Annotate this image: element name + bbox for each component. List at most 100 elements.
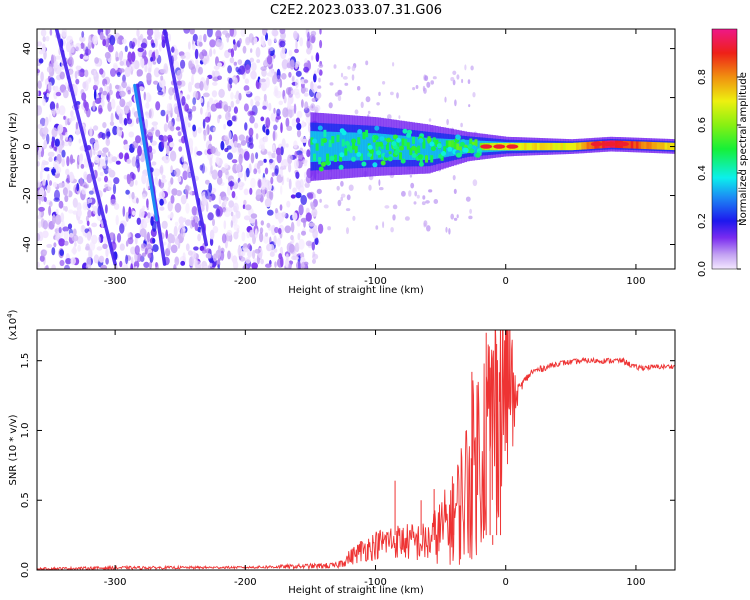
spectrogram-signal-cell	[406, 142, 410, 150]
spectrogram-noise-cell	[147, 253, 152, 259]
spectrogram-noise-cell	[73, 84, 78, 95]
spectrogram-noise-cell	[64, 206, 68, 212]
spectrogram-signal-blob	[394, 150, 400, 156]
spectrogram-noise-cell	[187, 122, 191, 128]
spectrogram-noise-cell	[131, 191, 135, 200]
spectrogram-noise-cell	[315, 92, 322, 99]
spectrogram-noise-cell	[174, 48, 179, 56]
spectrogram-signal-blob	[456, 152, 462, 158]
spectrogram-noise-cell	[243, 247, 249, 253]
spectrogram-noise-cell	[42, 230, 49, 239]
spectrogram-y-tick-label: -20	[22, 187, 33, 203]
spectrogram-noise-cell	[250, 216, 256, 226]
spectrogram-noise-cell	[223, 199, 228, 205]
spectrogram-signal-cell	[432, 137, 436, 145]
spectrogram-band-cell	[388, 134, 392, 160]
snr-y-tick-label: 0.0	[20, 562, 31, 578]
spectrogram-noise-cell	[231, 191, 236, 199]
spectrogram-noise-cell	[79, 53, 84, 60]
spectrogram-peak	[590, 141, 603, 147]
spectrogram-noise-cell	[265, 232, 268, 237]
spectrogram-noise-cell	[227, 130, 232, 141]
spectrogram-noise-cell	[351, 74, 355, 81]
spectrogram-noise-cell	[170, 177, 174, 185]
spectrogram-noise-cell	[136, 69, 143, 77]
snr-y-tick-label: 1.0	[20, 423, 31, 439]
spectrogram-noise-cell	[169, 141, 175, 148]
spectrogram-noise-cell	[210, 146, 216, 154]
spectrogram-noise-cell	[153, 80, 159, 85]
spectrogram-noise-cell	[305, 87, 308, 93]
spectrogram-signal-cell	[547, 142, 551, 151]
spectrogram-noise-cell	[88, 35, 92, 46]
spectrogram-noise-cell	[281, 211, 287, 218]
spectrogram-noise-cell	[292, 187, 297, 194]
spectrogram-noise-cell	[192, 105, 197, 112]
spectrogram-noise-cell	[77, 68, 81, 77]
spectrogram-noise-cell	[171, 46, 175, 53]
spectrogram-noise-cell	[274, 261, 277, 268]
spectrogram-noise-cell	[242, 45, 247, 54]
spectrogram-noise-cell	[167, 33, 172, 43]
spectrogram-signal-cell	[357, 137, 361, 145]
spectrogram-noise-cell	[64, 195, 69, 203]
spectrogram-noise-cell	[300, 217, 308, 223]
spectrogram-noise-cell	[301, 120, 305, 128]
spectrogram-signal-cell	[630, 141, 634, 149]
spectrogram-noise-cell	[47, 151, 55, 157]
spectrogram-noise-cell	[146, 29, 154, 37]
spectrogram-noise-cell	[342, 76, 348, 80]
spectrogram-signal-blob	[329, 155, 335, 161]
spectrogram-noise-cell	[296, 261, 302, 269]
spectrogram-noise-cell	[311, 35, 316, 44]
spectrogram-noise-cell	[261, 68, 267, 77]
spectrogram-band-cell	[326, 131, 330, 162]
spectrogram-signal-cell	[445, 140, 449, 148]
spectrogram-noise-cell	[367, 110, 371, 115]
spectrogram-signal-blob	[463, 147, 469, 153]
spectrogram-noise-cell	[382, 221, 385, 229]
spectrogram-band-cell	[344, 132, 348, 161]
spectrogram-noise-cell	[238, 38, 242, 44]
spectrogram-noise-cell	[251, 262, 258, 269]
spectrogram-noise-cell	[81, 92, 87, 101]
spectrogram-noise-cell	[454, 99, 457, 107]
spectrogram-noise-cell	[189, 29, 195, 35]
spectrogram-noise-cell	[410, 182, 415, 189]
spectrogram-noise-cell	[37, 149, 41, 161]
spectrogram-signal-cell	[539, 142, 543, 151]
spectrogram-noise-cell	[119, 98, 126, 108]
spectrogram-noise-cell	[43, 161, 49, 166]
spectrogram-noise-cell	[228, 200, 235, 208]
spectrogram-noise-cell	[328, 102, 333, 109]
spectrogram-noise-cell	[126, 158, 132, 164]
spectrogram-noise-cell	[301, 230, 306, 236]
spectrogram-signal-cell	[586, 141, 590, 150]
spectrogram-noise-cell	[298, 153, 304, 162]
spectrogram-noise-cell	[184, 116, 189, 126]
spectrogram-noise-cell	[182, 170, 188, 181]
spectrogram-noise-cell	[130, 263, 134, 269]
spectrogram-noise-cell	[208, 195, 212, 203]
spectrogram-signal-cell	[531, 142, 535, 151]
spectrogram-noise-cell	[227, 250, 231, 260]
spectrogram-band-cell	[331, 131, 335, 162]
spectrogram-noise-cell	[85, 264, 92, 269]
spectrogram-noise-cell	[42, 36, 46, 42]
spectrogram-noise-cell	[430, 80, 435, 85]
spectrogram-noise-cell	[247, 243, 252, 250]
spectrogram-noise-cell	[276, 108, 281, 117]
spectrogram-noise-cell	[337, 199, 342, 207]
spectrogram-noise-cell	[126, 174, 131, 185]
spectrogram-signal-cell	[326, 153, 330, 161]
spectrogram-noise-cell	[423, 220, 428, 227]
spectrogram-noise-cell	[247, 110, 254, 117]
spectrogram-noise-cell	[260, 220, 264, 226]
spectrogram-noise-cell	[220, 250, 225, 261]
spectrogram-noise-cell	[218, 195, 222, 205]
spectrogram-noise-cell	[218, 88, 225, 98]
spectrogram-noise-cell	[272, 74, 278, 85]
spectrogram-noise-cell	[244, 171, 247, 182]
